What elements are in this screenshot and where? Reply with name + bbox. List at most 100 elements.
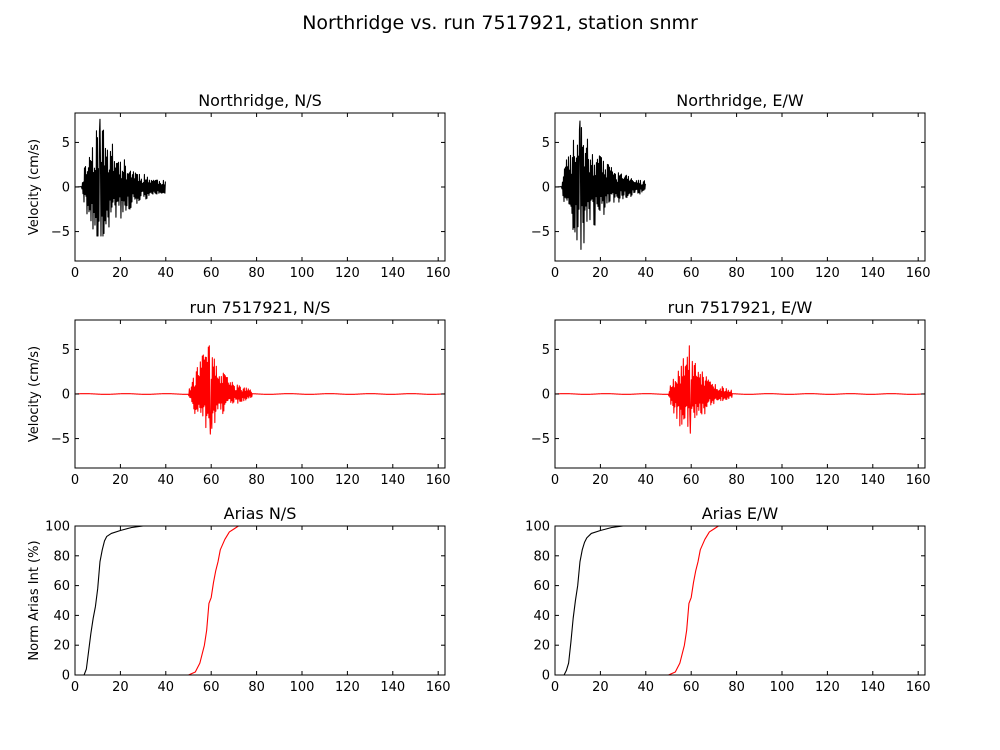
x-tick: 40: [638, 320, 654, 488]
x-tick: 0: [551, 320, 559, 488]
x-tick-label: 160: [906, 473, 931, 488]
x-tick-label: 160: [906, 266, 931, 281]
x-tick: 140: [380, 320, 405, 488]
x-tick-label: 40: [158, 473, 175, 488]
x-tick-label: 80: [248, 680, 265, 695]
chart-title: Northridge, N/S: [198, 91, 322, 110]
x-tick-label: 40: [638, 266, 655, 281]
chart-title: Northridge, E/W: [676, 91, 804, 110]
x-tick-label: 80: [248, 266, 265, 281]
y-tick: 60: [533, 579, 925, 594]
chart-p2: 0 20 40 60 80 100 120 140 160 −5 0 5 Northridge, E/W: [531, 91, 931, 281]
y-tick: 20: [533, 639, 925, 654]
y-axis-label: Norm Arias Int (%): [27, 540, 42, 660]
x-tick: 100: [770, 526, 794, 695]
y-tick: 0: [62, 669, 445, 684]
series-line-1: [555, 345, 925, 434]
y-tick-label: 100: [525, 520, 550, 535]
y-tick: −5: [51, 432, 445, 447]
y-tick-label: 0: [542, 388, 550, 403]
chart-p5: 0 20 40 60 80 100 120 140 160 0 20 40 60 80 100 Arias N…: [27, 504, 451, 695]
y-tick: 0: [62, 388, 445, 403]
x-tick: 80: [728, 113, 745, 281]
x-tick-label: 40: [158, 680, 175, 695]
x-tick-label: 120: [815, 680, 840, 695]
x-tick-label: 40: [158, 266, 175, 281]
y-tick-label: −5: [531, 432, 550, 447]
series-line-1: [75, 118, 166, 237]
y-tick: 5: [542, 136, 925, 151]
series-line-1: [555, 120, 646, 250]
x-tick: 40: [158, 526, 175, 695]
x-tick-label: 20: [592, 680, 609, 695]
x-tick-label: 20: [592, 266, 609, 281]
x-tick-label: 80: [728, 680, 745, 695]
x-tick-label: 120: [815, 266, 840, 281]
x-tick-label: 140: [860, 680, 885, 695]
x-tick: 0: [551, 113, 559, 281]
x-tick-label: 60: [683, 680, 700, 695]
y-tick-label: 80: [533, 549, 550, 564]
x-tick: 100: [770, 113, 794, 281]
x-tick-label: 160: [426, 680, 451, 695]
x-tick-label: 140: [860, 266, 885, 281]
x-tick: 140: [860, 113, 885, 281]
series-group: [555, 345, 925, 434]
x-tick: 60: [203, 320, 219, 488]
x-tick: 80: [248, 113, 265, 281]
y-tick: −5: [531, 432, 925, 447]
x-tick: 120: [815, 320, 840, 488]
x-tick-label: 160: [426, 473, 451, 488]
y-tick-label: 5: [542, 136, 550, 151]
x-tick: 20: [592, 113, 609, 281]
axes-frame: [74, 525, 446, 676]
x-tick-label: 20: [112, 266, 129, 281]
x-tick: 0: [71, 320, 79, 488]
x-tick-label: 0: [551, 266, 559, 281]
x-tick: 0: [551, 526, 559, 695]
y-tick: 100: [525, 520, 925, 535]
y-tick: −5: [531, 225, 925, 240]
y-tick-label: 5: [62, 343, 70, 358]
x-tick: 160: [906, 320, 931, 488]
x-tick-label: 0: [551, 473, 559, 488]
y-axis-label: Velocity (cm/s): [27, 346, 42, 442]
y-tick-label: −5: [531, 225, 550, 240]
figure-title: Northridge vs. run 7517921, station snmr: [302, 12, 698, 34]
y-tick-label: 0: [542, 669, 550, 684]
x-tick: 120: [815, 526, 840, 695]
chart-p3: 0 20 40 60 80 100 120 140 160 −5 0 5 run 7517921, N/…: [27, 298, 451, 488]
y-tick: 80: [533, 549, 925, 564]
y-tick: 0: [62, 181, 445, 196]
series-line-2: [75, 526, 445, 675]
y-tick-label: 5: [62, 136, 70, 151]
x-tick: 160: [426, 320, 451, 488]
y-tick: 0: [542, 181, 925, 196]
x-tick: 160: [426, 526, 451, 695]
x-tick: 120: [335, 526, 360, 695]
x-tick: 80: [728, 320, 745, 488]
chart-title: run 7517921, N/S: [190, 298, 331, 317]
y-tick-label: 60: [533, 579, 550, 594]
series-line-1: [75, 345, 445, 435]
panels: 0 20 40 60 80 100 120 140 160 −5 0 5 Northridge, N/S…: [27, 91, 931, 695]
y-tick-label: 80: [53, 549, 70, 564]
x-tick: 0: [71, 113, 79, 281]
x-tick: 20: [112, 320, 129, 488]
x-tick-label: 0: [551, 680, 559, 695]
x-tick: 20: [112, 526, 129, 695]
x-tick-label: 100: [290, 266, 315, 281]
x-tick-label: 60: [203, 680, 220, 695]
y-tick: 5: [62, 136, 445, 151]
x-tick: 160: [906, 526, 931, 695]
y-tick: 0: [542, 388, 925, 403]
axes-frame: [554, 525, 926, 676]
y-tick-label: 100: [45, 520, 70, 535]
x-tick-label: 140: [380, 266, 405, 281]
y-tick: 80: [53, 549, 445, 564]
x-tick: 100: [290, 320, 314, 488]
y-tick: 20: [53, 639, 445, 654]
x-tick-label: 60: [203, 266, 220, 281]
x-tick: 60: [203, 113, 220, 281]
